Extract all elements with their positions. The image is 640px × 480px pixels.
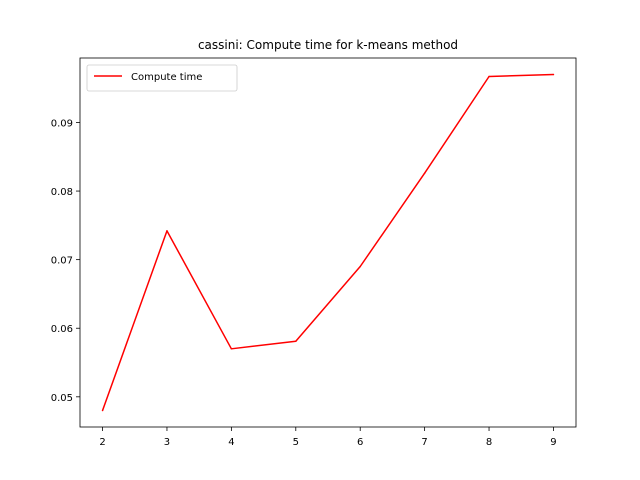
x-tick-label: 5 xyxy=(293,437,299,448)
data-point xyxy=(230,348,233,350)
y-tick-label: 0.08 xyxy=(51,187,73,198)
data-point xyxy=(552,73,555,76)
data-point xyxy=(423,172,426,174)
y-axis: 0.05 0.06 0.07 0.08 0.09 xyxy=(51,118,80,404)
data-point xyxy=(295,340,297,343)
data-point xyxy=(488,75,490,78)
legend-box xyxy=(86,64,238,92)
series-layer xyxy=(101,73,555,412)
x-tick-label: 6 xyxy=(357,437,363,448)
data-point xyxy=(166,230,168,232)
x-tick-label: 2 xyxy=(99,437,105,448)
x-tick-label: 7 xyxy=(421,437,427,448)
series-line xyxy=(101,73,554,411)
legend-label: Compute time xyxy=(131,72,202,83)
plot-area xyxy=(79,57,577,428)
y-tick-label: 0.06 xyxy=(51,324,73,335)
x-tick-label: 8 xyxy=(486,437,492,448)
data-point xyxy=(101,409,104,412)
x-tick-label: 9 xyxy=(550,437,556,448)
data-point xyxy=(359,265,361,268)
y-tick-label: 0.05 xyxy=(51,393,73,404)
x-axis: 2 3 4 5 6 7 8 9 xyxy=(99,427,557,448)
y-tick-label: 0.07 xyxy=(51,256,73,267)
x-tick-label: 4 xyxy=(228,437,234,448)
chart-title: cassini: Compute time for k-means method xyxy=(198,38,458,52)
x-tick-label: 3 xyxy=(164,437,170,448)
legend: Compute time xyxy=(86,64,238,92)
y-tick-label: 0.09 xyxy=(51,118,73,129)
